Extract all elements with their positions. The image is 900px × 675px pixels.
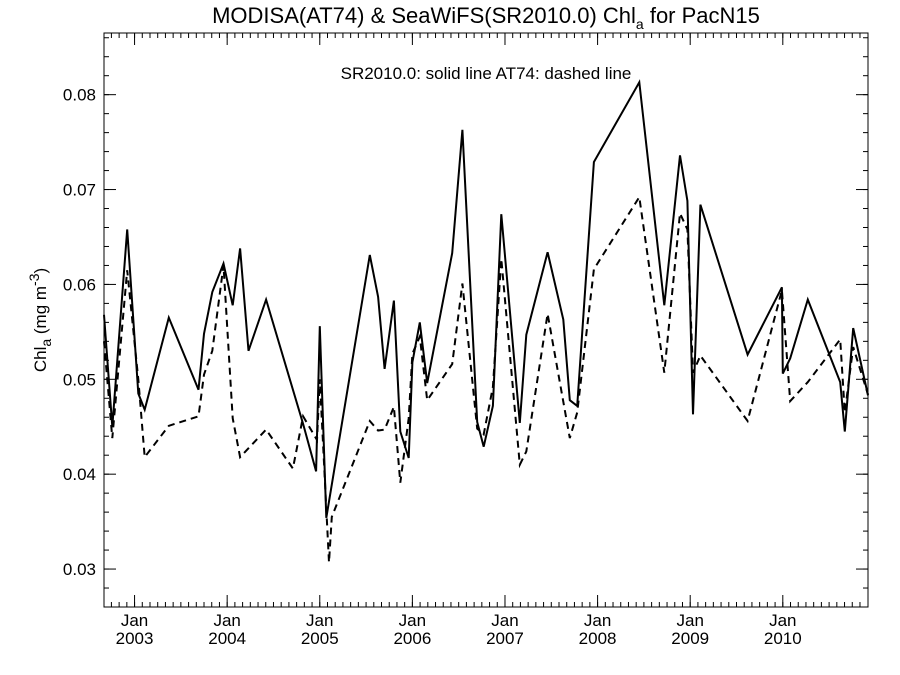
x-tick-month-label: Jan (584, 611, 611, 630)
series-annotation: SR2010.0: solid line AT74: dashed line (341, 64, 632, 83)
series-line-at74 (103, 194, 869, 563)
chart-title: MODISA(AT74) & SeaWiFS(SR2010.0) Chla fo… (212, 3, 760, 32)
series-line-sr2010-0 (103, 79, 869, 518)
y-tick-label: 0.06 (63, 275, 96, 294)
x-tick-year-label: 2005 (301, 629, 339, 648)
y-tick-label: 0.07 (63, 181, 96, 200)
series-layer (103, 79, 869, 563)
title-main: MODISA(AT74) & SeaWiFS(SR2010.0) Chl (212, 3, 636, 28)
y-label-subscript: a (38, 339, 54, 347)
y-tick-label: 0.08 (63, 86, 96, 105)
x-tick-year-label: 2004 (208, 629, 246, 648)
x-tick-year-label: 2003 (116, 629, 154, 648)
x-tick-year-label: 2009 (671, 629, 709, 648)
title-subscript: a (636, 16, 644, 32)
x-tick-year-label: 2006 (393, 629, 431, 648)
axis-ticks: 0.030.040.050.060.070.08Jan2003Jan2004Ja… (63, 33, 868, 648)
y-label-units: (mg m (31, 286, 50, 339)
y-label-close: ) (31, 268, 50, 274)
x-tick-month-label: Jan (399, 611, 426, 630)
y-tick-label: 0.03 (63, 560, 96, 579)
y-label-main: Chl (31, 347, 50, 373)
x-tick-year-label: 2008 (579, 629, 617, 648)
y-label-superscript: -3 (26, 273, 42, 286)
x-tick-month-label: Jan (306, 611, 333, 630)
y-tick-label: 0.05 (63, 370, 96, 389)
y-tick-label: 0.04 (63, 465, 96, 484)
x-tick-month-label: Jan (213, 611, 240, 630)
x-tick-month-label: Jan (491, 611, 518, 630)
title-tail: for PacN15 (644, 3, 760, 28)
x-tick-month-label: Jan (769, 611, 796, 630)
plot-frame (103, 32, 869, 608)
x-tick-month-label: Jan (121, 611, 148, 630)
x-tick-year-label: 2010 (764, 629, 802, 648)
x-tick-year-label: 2007 (486, 629, 524, 648)
x-tick-month-label: Jan (676, 611, 703, 630)
y-axis-label: Chla (mg m-3) (26, 268, 54, 372)
